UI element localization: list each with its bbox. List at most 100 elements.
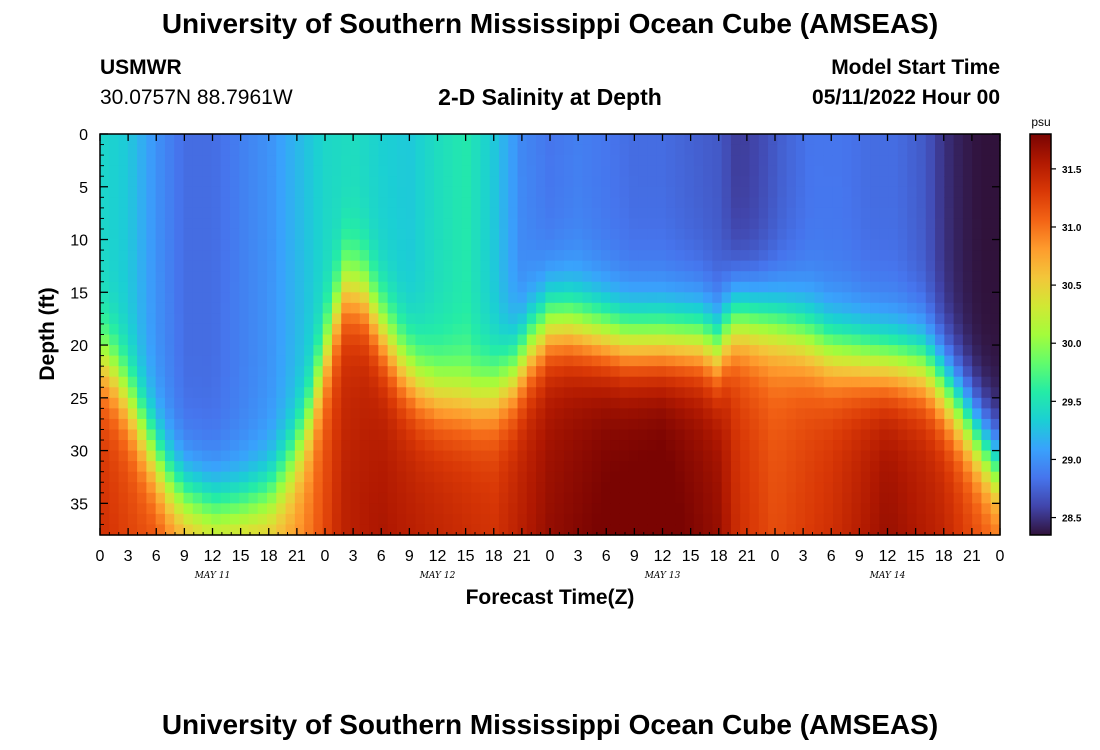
heatmap-cell: [814, 471, 825, 483]
heatmap-cell: [786, 471, 797, 483]
heatmap-cell: [554, 524, 565, 536]
heatmap-cell: [220, 228, 231, 241]
heatmap-cell: [137, 134, 147, 146]
heatmap-cell: [693, 197, 704, 209]
heatmap-cell: [777, 334, 788, 346]
heatmap-cell: [202, 313, 212, 325]
heatmap-cell: [693, 482, 704, 494]
heatmap-cell: [675, 408, 686, 420]
heatmap-cell: [369, 355, 379, 367]
heatmap-cell: [415, 323, 426, 336]
heatmap-cell: [211, 471, 222, 483]
heatmap-cell: [331, 418, 342, 431]
heatmap-cell: [786, 155, 797, 167]
heatmap-cell: [953, 503, 964, 515]
heatmap-cell: [675, 429, 686, 441]
heatmap-cell: [981, 281, 992, 293]
heatmap-cell: [508, 366, 519, 378]
heatmap-cell: [888, 471, 899, 483]
heatmap-cell: [434, 176, 444, 188]
heatmap-cell: [248, 165, 259, 177]
heatmap-cell: [814, 397, 825, 409]
heatmap-cell: [935, 239, 945, 251]
heatmap-cell: [267, 323, 277, 336]
heatmap-cell: [137, 292, 147, 304]
heatmap-cell: [164, 397, 175, 409]
heatmap-cell: [517, 408, 528, 420]
heatmap-cell: [378, 376, 389, 388]
heatmap-cell: [267, 513, 277, 526]
heatmap-cell: [953, 176, 964, 188]
heatmap-cell: [406, 250, 417, 262]
heatmap-cell: [183, 271, 194, 283]
heatmap-cell: [164, 492, 175, 504]
heatmap-cell: [972, 429, 983, 441]
heatmap-cell: [545, 302, 556, 314]
heatmap-cell: [118, 376, 129, 388]
heatmap-cell: [498, 165, 509, 177]
heatmap-cell: [721, 134, 732, 146]
heatmap-cell: [276, 239, 287, 251]
heatmap-cell: [489, 418, 500, 431]
heatmap-cell: [786, 513, 797, 526]
heatmap-cell: [851, 260, 862, 272]
heatmap-cell: [582, 429, 593, 441]
heatmap-cell: [972, 228, 983, 241]
heatmap-cell: [944, 492, 955, 504]
heatmap-cell: [294, 165, 305, 177]
heatmap-cell: [248, 482, 259, 494]
heatmap-cell: [786, 302, 797, 314]
heatmap-cell: [916, 471, 927, 483]
heatmap-cell: [610, 397, 621, 409]
heatmap-cell: [118, 471, 129, 483]
heatmap-cell: [758, 134, 769, 146]
heatmap-cell: [118, 271, 129, 283]
heatmap-cell: [545, 281, 556, 293]
heatmap-cell: [675, 387, 686, 399]
heatmap-cell: [814, 197, 825, 209]
heatmap-cell: [471, 334, 482, 346]
heatmap-cell: [935, 345, 945, 357]
heatmap-cell: [823, 524, 834, 536]
heatmap-cell: [990, 207, 1001, 220]
heatmap-cell: [619, 186, 630, 198]
heatmap-cell: [331, 165, 342, 177]
heatmap-cell: [990, 250, 1001, 262]
heatmap-cell: [601, 440, 611, 452]
heatmap-cell: [879, 207, 890, 220]
heatmap-cell: [601, 366, 611, 378]
heatmap-cell: [990, 197, 1001, 209]
heatmap-cell: [610, 281, 621, 293]
heatmap-cell: [777, 165, 788, 177]
heatmap-cell: [953, 165, 964, 177]
heatmap-cell: [916, 461, 927, 473]
heatmap-cell: [341, 418, 352, 431]
heatmap-cell: [387, 155, 398, 167]
heatmap-cell: [155, 271, 166, 283]
heatmap-cell: [536, 482, 546, 494]
heatmap-cell: [656, 271, 667, 283]
heatmap-cell: [573, 429, 584, 441]
heatmap-cell: [313, 302, 324, 314]
heatmap-cell: [795, 186, 806, 198]
heatmap-cell: [573, 239, 584, 251]
heatmap-cell: [638, 524, 649, 536]
heatmap-cell: [703, 260, 713, 272]
heatmap-cell: [758, 281, 769, 293]
heatmap-cell: [647, 440, 658, 452]
heatmap-cell: [554, 387, 565, 399]
heatmap-cell: [545, 471, 556, 483]
heatmap-cell: [582, 524, 593, 536]
heatmap-cell: [823, 207, 834, 220]
heatmap-cell: [424, 376, 435, 388]
heatmap-cell: [127, 387, 138, 399]
heatmap-cell: [183, 302, 194, 314]
heatmap-cell: [573, 313, 584, 325]
heatmap-cell: [563, 302, 574, 314]
heatmap-cell: [100, 260, 110, 272]
heatmap-cell: [582, 165, 593, 177]
heatmap-cell: [656, 313, 667, 325]
heatmap-cell: [823, 186, 834, 198]
heatmap-cell: [118, 176, 129, 188]
heatmap-cell: [100, 429, 110, 441]
